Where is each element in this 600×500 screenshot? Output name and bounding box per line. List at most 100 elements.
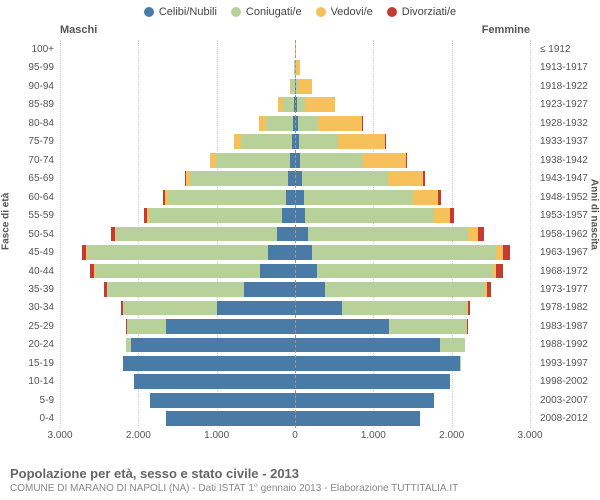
seg-single bbox=[295, 393, 434, 408]
birth-label: 1978-1982 bbox=[536, 299, 600, 317]
seg-single bbox=[295, 338, 440, 353]
x-tick: 2.000 bbox=[126, 430, 151, 441]
male-bar bbox=[60, 77, 295, 95]
female-bar bbox=[295, 188, 530, 206]
seg-married bbox=[298, 116, 318, 131]
seg-div bbox=[503, 245, 510, 260]
age-label: 65-69 bbox=[0, 169, 58, 187]
age-label: 50-54 bbox=[0, 225, 58, 243]
seg-married bbox=[305, 208, 434, 223]
seg-single bbox=[295, 208, 305, 223]
legend-item: Divorziati/e bbox=[387, 6, 456, 18]
male-bar bbox=[60, 151, 295, 169]
x-tick: 1.000 bbox=[204, 430, 229, 441]
seg-married bbox=[389, 319, 467, 334]
seg-married bbox=[304, 190, 414, 205]
female-bar bbox=[295, 280, 530, 298]
seg-widow bbox=[318, 116, 361, 131]
seg-widow bbox=[296, 60, 300, 75]
seg-married bbox=[299, 134, 338, 149]
x-axis: 3.0002.0001.00001.0002.0003.000 bbox=[60, 430, 530, 444]
female-bar bbox=[295, 40, 530, 58]
seg-married bbox=[325, 282, 486, 297]
legend-item: Celibi/Nubili bbox=[144, 6, 217, 18]
age-label: 40-44 bbox=[0, 262, 58, 280]
birth-label: 2008-2012 bbox=[536, 410, 600, 428]
seg-married bbox=[440, 338, 465, 353]
seg-married bbox=[312, 245, 496, 260]
legend-label: Divorziati/e bbox=[402, 6, 456, 18]
male-bar bbox=[60, 206, 295, 224]
age-label: 55-59 bbox=[0, 206, 58, 224]
seg-married bbox=[107, 282, 244, 297]
seg-div bbox=[496, 264, 502, 279]
seg-widow bbox=[468, 227, 478, 242]
seg-married bbox=[149, 208, 282, 223]
seg-married bbox=[168, 190, 286, 205]
legend-label: Coniugati/e bbox=[246, 6, 302, 18]
seg-div bbox=[438, 190, 441, 205]
seg-married bbox=[123, 301, 217, 316]
age-label: 85-89 bbox=[0, 96, 58, 114]
seg-widow bbox=[413, 190, 438, 205]
male-bar bbox=[60, 169, 295, 187]
plot-area bbox=[60, 40, 530, 428]
seg-widow bbox=[388, 171, 423, 186]
female-bar bbox=[295, 59, 530, 77]
seg-married bbox=[87, 245, 267, 260]
seg-single bbox=[295, 245, 312, 260]
seg-single bbox=[131, 338, 296, 353]
male-bar bbox=[60, 354, 295, 372]
seg-married bbox=[216, 153, 290, 168]
birth-label: 2003-2007 bbox=[536, 391, 600, 409]
female-bar bbox=[295, 373, 530, 391]
birth-label: 1923-1927 bbox=[536, 96, 600, 114]
birth-label: 1928-1932 bbox=[536, 114, 600, 132]
male-bar bbox=[60, 317, 295, 335]
x-tick: 3.000 bbox=[47, 430, 72, 441]
seg-single bbox=[295, 374, 450, 389]
birth-label: 1998-2002 bbox=[536, 373, 600, 391]
female-bar bbox=[295, 336, 530, 354]
male-bar bbox=[60, 391, 295, 409]
age-label: 35-39 bbox=[0, 280, 58, 298]
seg-div bbox=[385, 134, 386, 149]
male-bar bbox=[60, 336, 295, 354]
x-tick: 3.000 bbox=[517, 430, 542, 441]
male-bar bbox=[60, 299, 295, 317]
female-bar bbox=[295, 317, 530, 335]
seg-single bbox=[166, 319, 295, 334]
age-label: 90-94 bbox=[0, 77, 58, 95]
female-bar bbox=[295, 96, 530, 114]
female-bar bbox=[295, 299, 530, 317]
seg-single bbox=[295, 356, 460, 371]
birth-label: 1973-1977 bbox=[536, 280, 600, 298]
female-bar bbox=[295, 243, 530, 261]
birth-label: 1933-1937 bbox=[536, 133, 600, 151]
legend: Celibi/NubiliConiugati/eVedovi/eDivorzia… bbox=[0, 0, 600, 20]
seg-married bbox=[342, 301, 467, 316]
seg-single bbox=[286, 190, 295, 205]
seg-married bbox=[283, 97, 294, 112]
legend-swatch bbox=[316, 7, 326, 17]
male-bar bbox=[60, 225, 295, 243]
female-bar bbox=[295, 262, 530, 280]
x-tick: 1.000 bbox=[361, 430, 386, 441]
age-label: 25-29 bbox=[0, 317, 58, 335]
male-bar bbox=[60, 262, 295, 280]
age-label: 30-34 bbox=[0, 299, 58, 317]
seg-married bbox=[317, 264, 493, 279]
birth-label: 1913-1917 bbox=[536, 59, 600, 77]
y-right-axis: 2008-20122003-20071998-20021993-19971988… bbox=[536, 40, 600, 428]
male-bar bbox=[60, 40, 295, 58]
birth-label: 1943-1947 bbox=[536, 169, 600, 187]
birth-label: 1918-1922 bbox=[536, 77, 600, 95]
seg-married bbox=[266, 116, 293, 131]
seg-single bbox=[288, 171, 295, 186]
birth-label: 1983-1987 bbox=[536, 317, 600, 335]
male-bar bbox=[60, 243, 295, 261]
seg-single bbox=[166, 411, 295, 426]
legend-swatch bbox=[144, 7, 154, 17]
female-bar bbox=[295, 206, 530, 224]
seg-single bbox=[295, 171, 302, 186]
